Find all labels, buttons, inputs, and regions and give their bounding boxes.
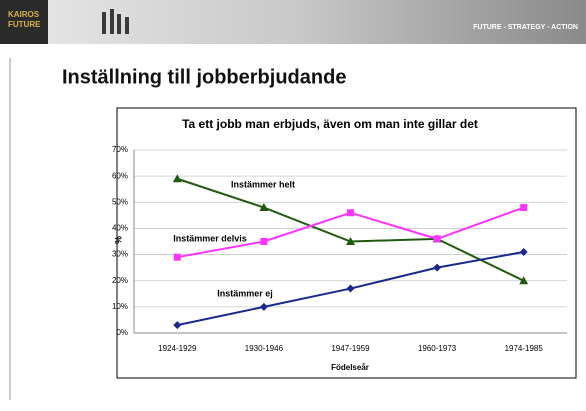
slide: KAIROS FUTURE FUTURE - STRATEGY - ACTION… [0,0,586,406]
slide-title: Inställning till jobberbjudande [62,66,346,88]
series-label: Instämmer helt [231,179,295,189]
x-tick-label: 1930-1946 [245,344,284,353]
point [520,204,527,211]
tagline: FUTURE - STRATEGY - ACTION [473,24,578,31]
point [260,238,267,245]
x-tick-label: 1974-1985 [505,344,544,353]
y-tick-label: 40% [112,224,128,233]
point [174,254,181,261]
x-axis-label: Födelseår [331,363,369,372]
header-band [0,0,586,44]
series-label: Instämmer delvis [173,233,247,243]
x-tick-label: 1947-1959 [331,344,370,353]
logo-text: FUTURE [8,20,41,29]
point [347,209,354,216]
y-tick-label: 50% [112,197,128,206]
x-tick-label: 1960-1973 [418,344,457,353]
y-axis-label: % [113,236,123,244]
y-tick-label: 10% [112,302,128,311]
x-tick-label: 1924-1929 [158,344,197,353]
y-tick-label: 70% [112,145,128,154]
point [434,235,441,242]
chart-title: Ta ett jobb man erbjuds, även om man int… [182,117,478,131]
series-label: Instämmer ej [217,288,273,298]
y-tick-label: 60% [112,171,128,180]
y-tick-label: 0% [116,328,128,337]
y-tick-label: 30% [112,250,128,259]
logo-text: KAIROS [8,10,40,19]
y-tick-label: 20% [112,276,128,285]
page: KAIROS FUTURE FUTURE - STRATEGY - ACTION… [0,0,586,406]
